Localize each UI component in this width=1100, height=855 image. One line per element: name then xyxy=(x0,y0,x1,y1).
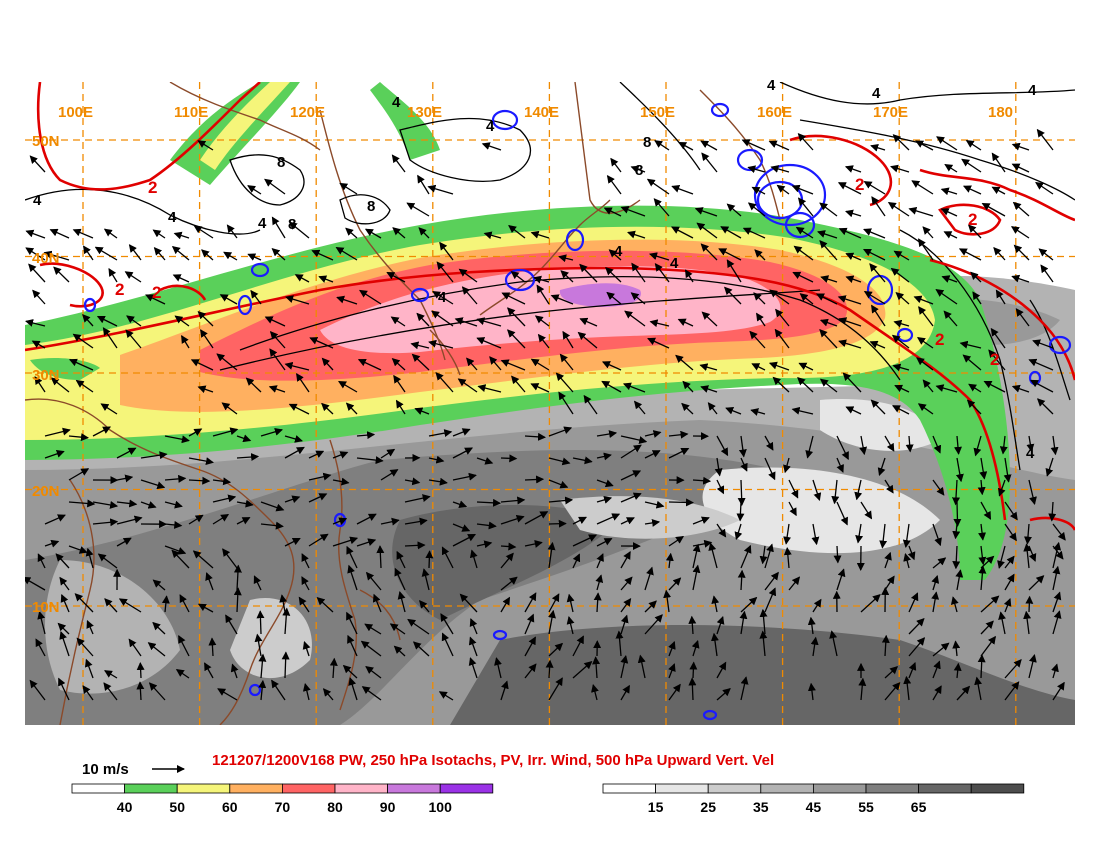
isotach-legend-swatch xyxy=(282,784,335,793)
contour-label: 4 xyxy=(872,85,881,102)
pw-legend-swatch xyxy=(813,784,866,793)
isotach-legend-swatch xyxy=(388,784,441,793)
contour-label: 4 xyxy=(33,192,42,209)
isotach-legend-swatch xyxy=(335,784,388,793)
precipitable-water-legend: 15 25 35 45 55 65 xyxy=(603,784,1024,815)
isotach-legend-swatch xyxy=(177,784,230,793)
contour-label: 2 xyxy=(935,330,944,349)
wind-vector xyxy=(525,479,543,480)
wind-vector xyxy=(260,611,261,634)
lon-label-110e: 110E xyxy=(174,104,208,121)
isotach-legend: 40 50 60 70 80 90 100 xyxy=(72,784,493,815)
contour-label: 4 xyxy=(258,215,267,232)
pw-legend-tick-label: 55 xyxy=(858,799,874,815)
pw-legend-tick-label: 65 xyxy=(911,799,927,815)
isotach-legend-tick-label: 60 xyxy=(222,799,238,815)
lon-label-140e: 140E xyxy=(524,104,559,121)
contour-label: 8 xyxy=(277,154,285,171)
contour-label: 4 xyxy=(670,255,679,272)
contour-label: 4 xyxy=(767,77,776,94)
pw-legend-tick-label: 15 xyxy=(648,799,664,815)
lon-label-170e: 170E xyxy=(873,104,908,121)
map-title: 121207/1200V168 PW, 250 hPa Isotachs, PV… xyxy=(212,752,774,769)
wind-vector xyxy=(837,546,838,563)
wind-vector xyxy=(285,652,286,678)
contour-label: 8 xyxy=(367,198,375,215)
lon-label-130e: 130E xyxy=(407,104,442,121)
isotach-legend-tick-label: 70 xyxy=(275,799,291,815)
contour-label: 8 xyxy=(635,162,643,179)
isotach-legend-tick-label: 80 xyxy=(327,799,343,815)
contour-label: 4 xyxy=(438,289,447,306)
pw-legend-swatch xyxy=(603,784,656,793)
contour-label: 4 xyxy=(614,243,623,260)
lon-label-120e: 120E xyxy=(290,104,325,121)
isotach-legend-tick-label: 40 xyxy=(117,799,133,815)
isotach-legend-swatch xyxy=(230,784,283,793)
pw-legend-swatch xyxy=(919,784,972,793)
contour-label: 4 xyxy=(1026,445,1035,462)
pw-legend-swatch xyxy=(656,784,709,793)
contour-label: 8 xyxy=(288,216,296,233)
wind-vector xyxy=(692,678,693,700)
wind-vector xyxy=(549,524,566,525)
contour-label: 4 xyxy=(392,94,401,111)
wind-vector xyxy=(501,458,516,459)
wind-vector xyxy=(669,502,693,503)
reference-vector-label: 10 m/s xyxy=(82,761,129,778)
lon-label-160e: 160E xyxy=(757,104,792,121)
wind-vector xyxy=(1029,597,1030,612)
wind-vector xyxy=(741,480,742,505)
lat-label-30n: 30N xyxy=(32,367,60,384)
lat-label-50n: 50N xyxy=(32,133,60,150)
isotach-legend-tick-label: 50 xyxy=(169,799,185,815)
lat-label-20n: 20N xyxy=(32,483,60,500)
wind-vector xyxy=(740,502,741,521)
isotach-legend-tick-label: 90 xyxy=(380,799,396,815)
contour-label: 4 xyxy=(168,209,177,226)
contour-label: 4 xyxy=(486,118,495,135)
lon-label-150e: 150E xyxy=(640,104,675,121)
wind-vector xyxy=(693,663,694,679)
map-plot-area xyxy=(23,82,1075,725)
contour-label: 2 xyxy=(115,280,124,299)
isotach-legend-swatch xyxy=(125,784,178,793)
wind-vector xyxy=(429,551,430,568)
pw-legend-swatch xyxy=(708,784,761,793)
pw-legend-tick-label: 45 xyxy=(806,799,822,815)
wind-vector xyxy=(957,502,958,526)
pw-legend-swatch xyxy=(866,784,919,793)
pw-legend-swatch xyxy=(971,784,1024,793)
isotach-legend-tick-label: 100 xyxy=(429,799,453,815)
lat-label-10n: 10N xyxy=(32,599,60,616)
contour-label: 4 xyxy=(1028,82,1037,99)
contour-label: 8 xyxy=(643,134,651,151)
pw-legend-tick-label: 25 xyxy=(700,799,716,815)
isotach-legend-swatch xyxy=(72,784,125,793)
contour-label: 2 xyxy=(855,175,864,194)
contour-label: 2 xyxy=(968,210,977,229)
lon-label-100e: 100E xyxy=(58,104,93,121)
contour-label: 2 xyxy=(152,283,161,302)
lat-label-40n: 40N xyxy=(32,250,60,267)
reference-vector: 10 m/s xyxy=(82,761,184,778)
contour-label: 2 xyxy=(990,350,999,369)
lon-label-180: 180 xyxy=(988,104,1013,121)
pw-legend-swatch xyxy=(761,784,814,793)
pw-legend-tick-label: 35 xyxy=(753,799,769,815)
wind-vector xyxy=(140,663,141,678)
isotach-legend-swatch xyxy=(440,784,493,793)
contour-label: 2 xyxy=(148,178,157,197)
